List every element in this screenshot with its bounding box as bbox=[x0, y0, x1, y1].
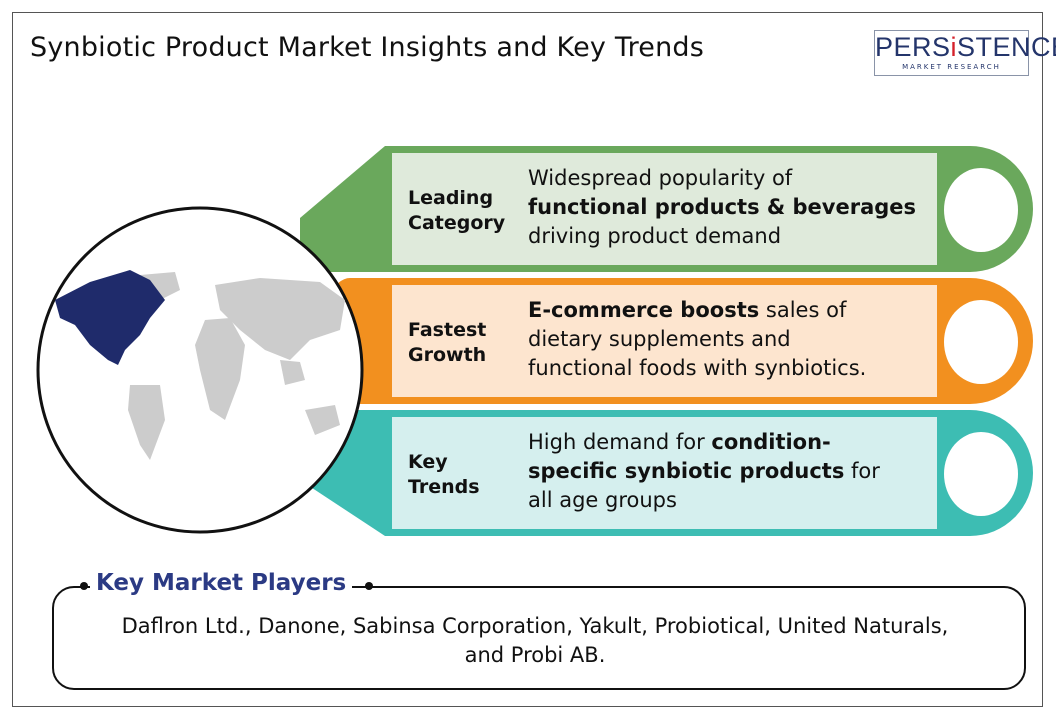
desc-leading-category: Widespread popularity of functional produ… bbox=[528, 166, 917, 248]
key-players-list: Daflron Ltd., Danone, Sabinsa Corporatio… bbox=[121, 614, 949, 667]
world-map-globe bbox=[36, 206, 364, 534]
band-fastest-growth bbox=[320, 278, 1033, 404]
continents-gray bbox=[128, 272, 345, 460]
band-key-trends bbox=[300, 410, 1033, 536]
label-key-trends: Key Trends bbox=[408, 451, 480, 498]
desc-fastest-growth: E-commerce boosts sales of dietary supple… bbox=[528, 298, 867, 380]
key-players-box bbox=[52, 586, 1026, 690]
band-leading-category bbox=[300, 146, 1033, 272]
frame-border bbox=[12, 12, 1043, 707]
persistence-logo: PERSiSTENCE MARKET RESEARCH bbox=[874, 30, 1056, 76]
circle-icon-placeholder bbox=[944, 168, 1018, 252]
label-fastest-growth: Fastest Growth bbox=[408, 319, 487, 366]
desc-key-trends: High demand for condition-specific synbi… bbox=[528, 430, 880, 512]
north-america-highlight bbox=[55, 270, 165, 365]
page-title: Synbiotic Product Market Insights and Ke… bbox=[30, 32, 705, 63]
label-leading-category: Leading Category bbox=[408, 187, 506, 234]
key-players-title: Key Market Players bbox=[90, 570, 353, 596]
